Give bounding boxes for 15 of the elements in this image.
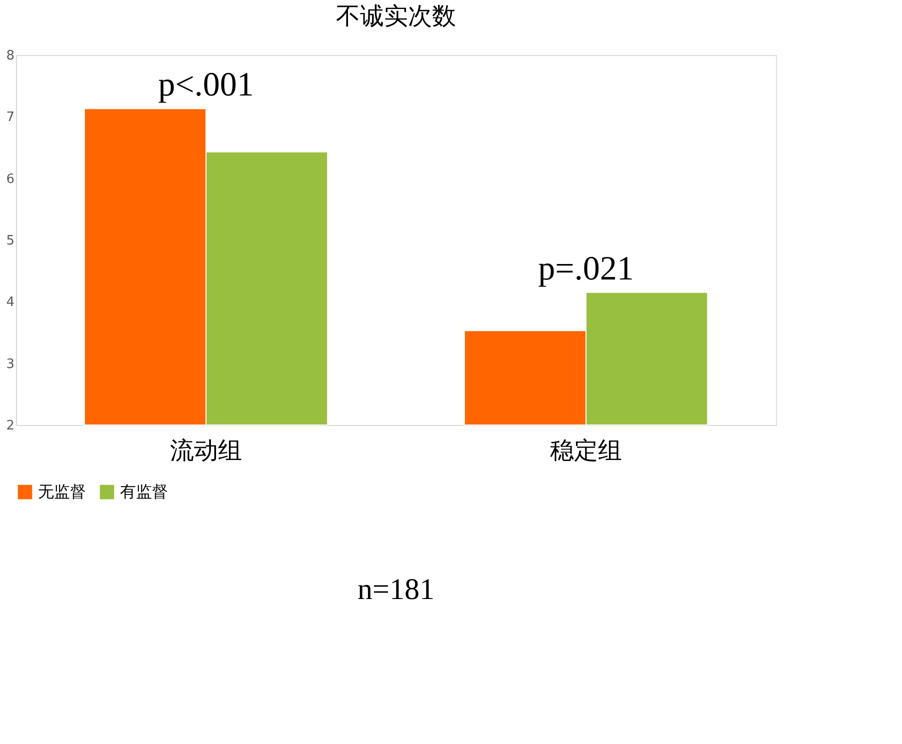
y-tick-label: 8 [6,48,14,64]
y-tick-label: 7 [6,110,14,126]
annotation: p=.021 [538,250,634,288]
legend-label: 有监督 [120,482,168,502]
legend-label: 无监督 [38,482,86,502]
annotation: p<.001 [158,66,254,104]
x-tick-label: 稳定组 [550,436,622,464]
y-tick-label: 2 [6,418,14,434]
y-tick-label: 5 [6,234,14,248]
text: n=181 [358,573,434,606]
chart-title: 不诚实次数 [336,2,456,30]
y-tick-label: 3 [6,356,14,372]
y-tick-label: 4 [6,295,14,310]
x-tick-label: 流动组 [170,436,242,464]
y-tick-label: 6 [6,172,14,187]
